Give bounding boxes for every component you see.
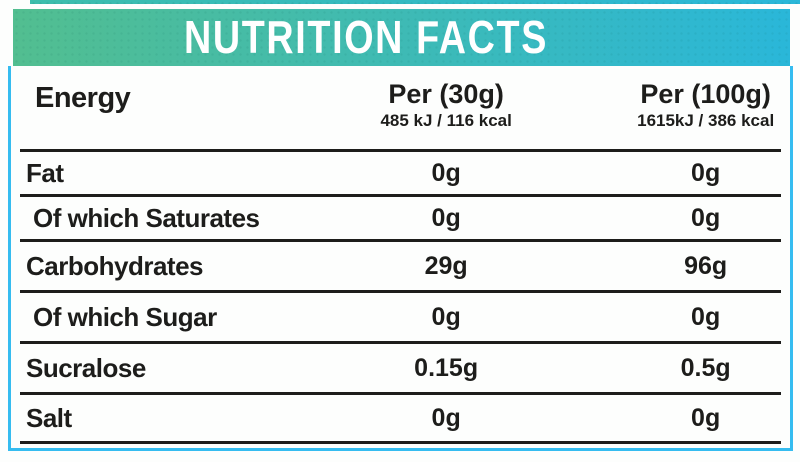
column-header-per-30g: Per (30g) 485 kJ / 116 kcal xyxy=(332,79,560,131)
table-row-sucralose: Sucralose 0.15g 0.5g xyxy=(20,344,781,395)
table-row-carbohydrates: Carbohydrates 29g 96g xyxy=(20,242,781,293)
row-label: Carbohydrates xyxy=(26,250,204,281)
row-label: Of which Sugar xyxy=(33,301,217,332)
per-100g-title: Per (100g) xyxy=(640,79,771,109)
value-per-30g: 0.15g xyxy=(414,353,479,382)
value-per-100g: 96g xyxy=(684,251,728,280)
value-per-30g: 0g xyxy=(431,302,461,331)
value-per-30g: 0g xyxy=(431,403,461,432)
value-per-100g: 0g xyxy=(691,302,721,331)
table-header-row: Energy Per (30g) 485 kJ / 116 kcal Per (… xyxy=(20,66,781,152)
per-30g-energy-value: 485 kJ / 116 kcal xyxy=(380,111,512,130)
table-row-of-which-saturates: Of which Saturates 0g 0g xyxy=(20,197,781,242)
value-per-100g: 0.5g xyxy=(680,353,731,382)
column-header-per-100g: Per (100g) 1615kJ / 386 kcal xyxy=(560,79,781,131)
per-100g-energy-value: 1615kJ / 386 kcal xyxy=(637,111,775,130)
header-banner: NUTRITION FACTS xyxy=(13,9,790,66)
nutrition-table: Energy Per (30g) 485 kJ / 116 kcal Per (… xyxy=(8,66,793,451)
per-30g-title: Per (30g) xyxy=(388,79,504,109)
page-title: NUTRITION FACTS xyxy=(183,11,548,63)
value-per-100g: 0g xyxy=(691,158,721,187)
row-label: Fat xyxy=(26,157,64,188)
value-per-30g: 0g xyxy=(431,158,461,187)
value-per-100g: 0g xyxy=(691,203,721,232)
value-per-30g: 0g xyxy=(431,203,461,232)
table-row-fat: Fat 0g 0g xyxy=(20,152,781,197)
row-label: Sucralose xyxy=(26,352,146,383)
top-edge-gradient-strip xyxy=(30,0,800,4)
table-row-salt: Salt 0g 0g xyxy=(20,395,781,444)
row-label: Of which Saturates xyxy=(33,202,260,233)
row-label: Salt xyxy=(26,402,72,433)
value-per-100g: 0g xyxy=(691,403,721,432)
table-row-of-which-sugar: Of which Sugar 0g 0g xyxy=(20,293,781,344)
value-per-30g: 29g xyxy=(424,251,468,280)
row-label-energy: Energy xyxy=(35,82,131,114)
